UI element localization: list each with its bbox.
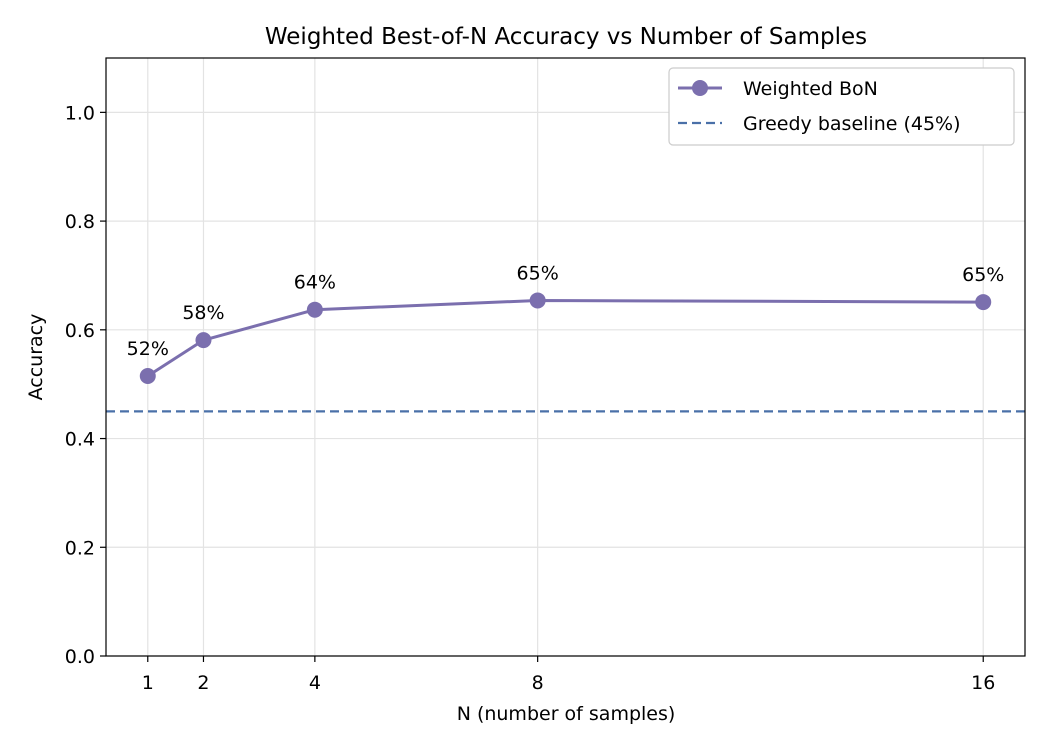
x-tick-label: 16 xyxy=(971,672,995,694)
y-axis-label: Accuracy xyxy=(25,314,47,401)
legend-swatch-weighted-bon-marker xyxy=(692,80,708,96)
y-axis-ticks: 0.0 0.2 0.4 0.6 0.8 1.0 xyxy=(65,102,106,668)
y-tick-label: 0.4 xyxy=(65,429,95,451)
legend-label-weighted-bon: Weighted BoN xyxy=(743,78,878,100)
chart-title: Weighted Best-of-N Accuracy vs Number of… xyxy=(265,24,867,50)
data-label: 65% xyxy=(962,264,1004,286)
data-point xyxy=(195,332,212,349)
x-tick-label: 8 xyxy=(532,672,544,694)
legend-label-greedy-baseline: Greedy baseline (45%) xyxy=(743,113,961,135)
x-tick-label: 2 xyxy=(197,672,209,694)
x-tick-label: 4 xyxy=(309,672,321,694)
data-label: 65% xyxy=(517,262,559,284)
y-tick-label: 0.8 xyxy=(65,211,95,233)
x-axis-label: N (number of samples) xyxy=(457,703,676,725)
data-point xyxy=(306,301,323,318)
data-label: 64% xyxy=(294,272,336,294)
series-group xyxy=(139,292,992,385)
y-tick-label: 0.6 xyxy=(65,320,95,342)
data-labels: 52% 58% 64% 65% 65% xyxy=(127,262,1005,360)
legend: Weighted BoN Greedy baseline (45%) xyxy=(668,67,1015,146)
data-point xyxy=(529,292,546,309)
y-tick-label: 0.2 xyxy=(65,537,95,559)
data-label: 58% xyxy=(182,302,224,324)
legend-box xyxy=(668,67,1015,146)
y-tick-label: 0.0 xyxy=(65,646,95,668)
data-point xyxy=(139,368,156,385)
y-tick-label: 1.0 xyxy=(65,102,95,124)
x-tick-label: 1 xyxy=(142,672,154,694)
data-label: 52% xyxy=(127,338,169,360)
x-axis-ticks: 1 2 4 8 16 xyxy=(142,656,995,694)
data-point xyxy=(975,294,992,311)
plot-frame xyxy=(105,57,1026,657)
